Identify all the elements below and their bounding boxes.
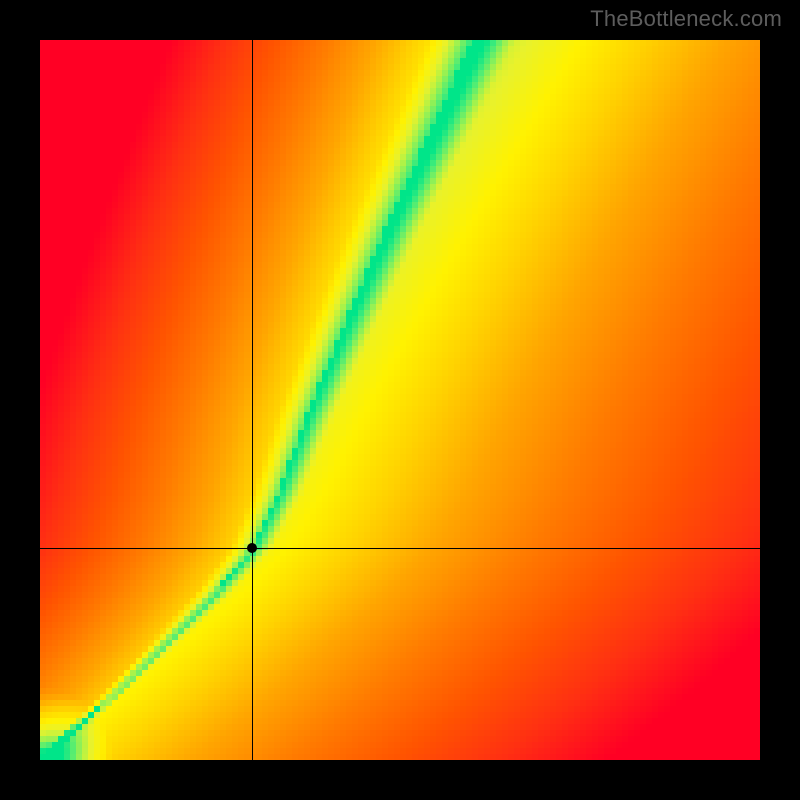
crosshair-vertical — [252, 40, 253, 760]
crosshair-horizontal — [40, 548, 760, 549]
watermark-text: TheBottleneck.com — [590, 6, 782, 32]
heatmap-canvas — [40, 40, 760, 760]
crosshair-dot — [247, 543, 257, 553]
heatmap-plot — [40, 40, 760, 760]
